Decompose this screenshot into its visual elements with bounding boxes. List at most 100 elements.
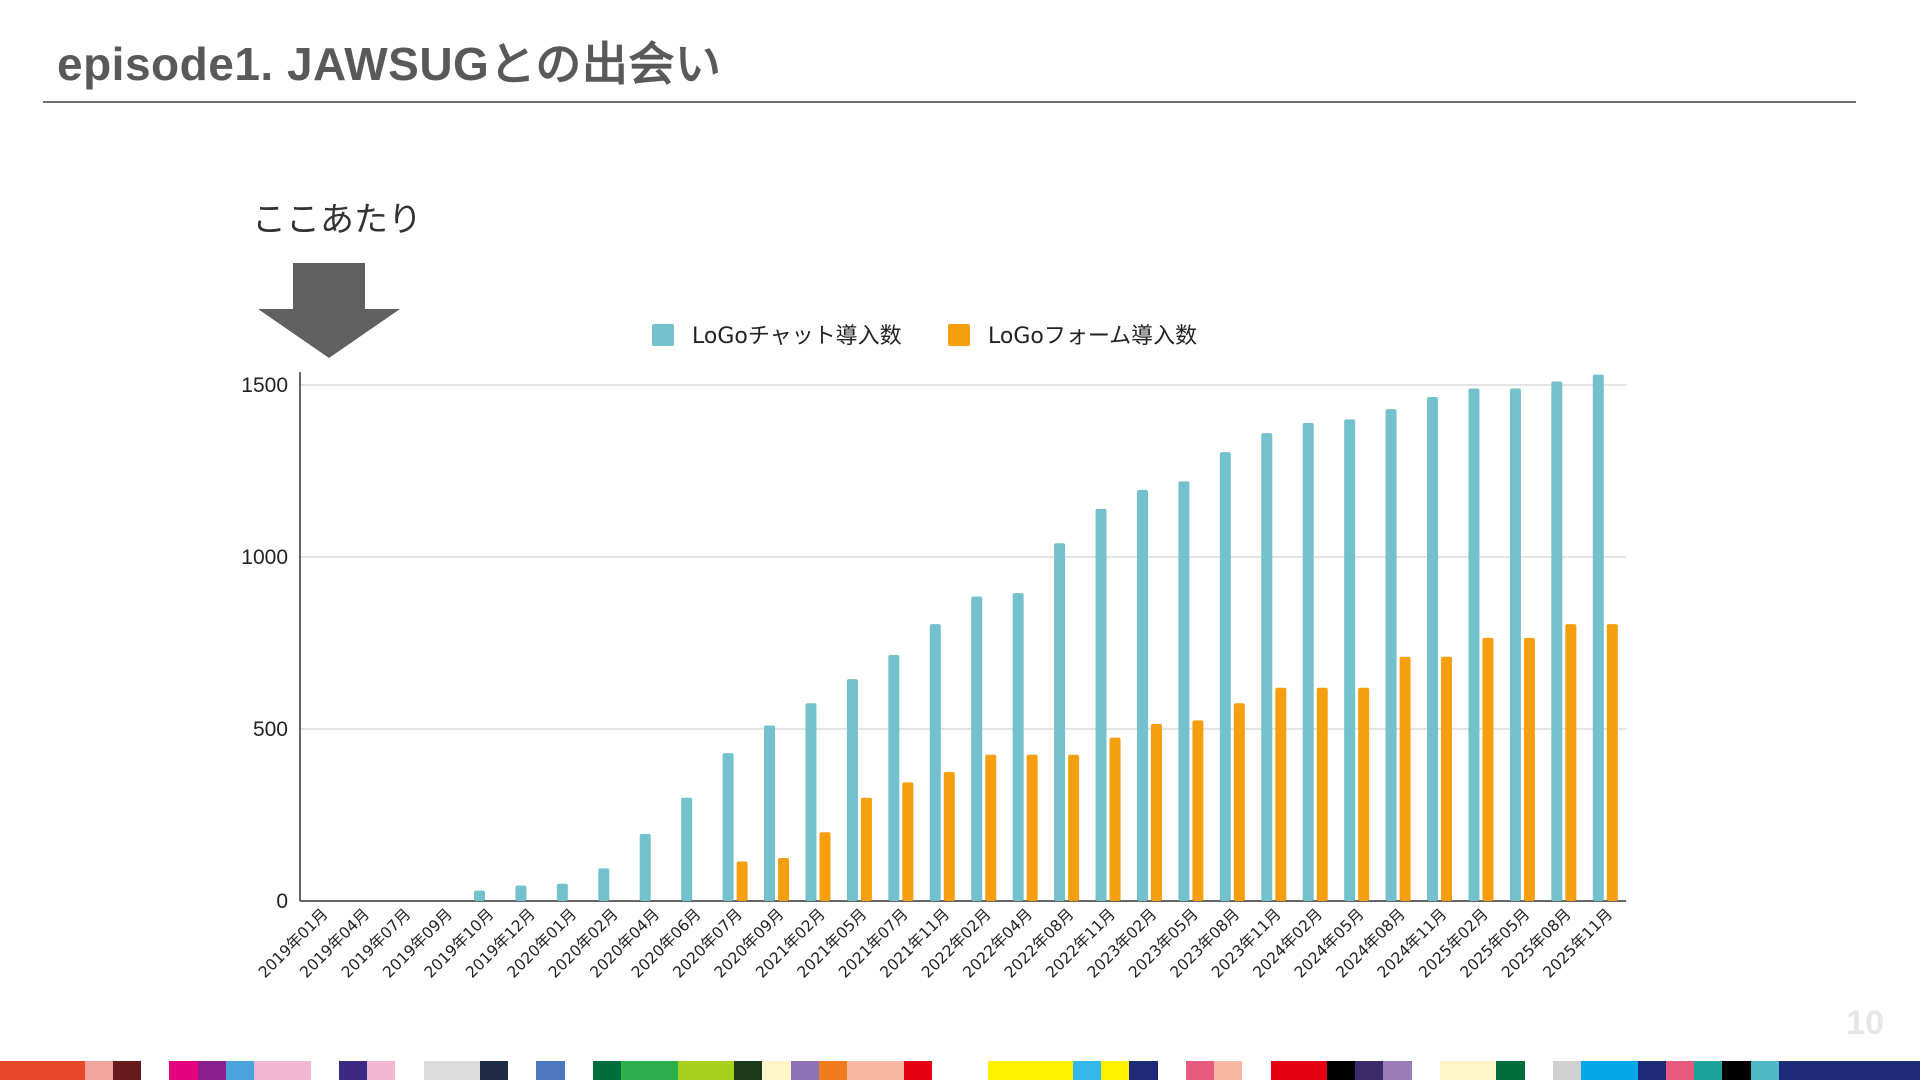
color-block bbox=[338, 1061, 368, 1080]
legend-swatch bbox=[948, 324, 970, 346]
page-number: 10 bbox=[1846, 1004, 1884, 1042]
bar-form bbox=[1316, 687, 1328, 901]
y-tick-label: 0 bbox=[276, 890, 288, 913]
color-block bbox=[197, 1061, 226, 1080]
color-block bbox=[1185, 1061, 1215, 1080]
bar-form bbox=[985, 754, 997, 901]
bar-chat bbox=[1095, 508, 1107, 901]
color-block bbox=[790, 1061, 819, 1080]
bar-chat bbox=[1219, 452, 1231, 901]
color-block bbox=[451, 1061, 480, 1080]
color-block bbox=[0, 1061, 29, 1080]
bar-form bbox=[1441, 656, 1453, 901]
color-block bbox=[225, 1061, 255, 1080]
color-block bbox=[1439, 1061, 1469, 1080]
color-block bbox=[423, 1061, 452, 1080]
bar-form bbox=[1606, 624, 1618, 901]
color-block bbox=[1665, 1061, 1695, 1080]
color-block bbox=[818, 1061, 848, 1080]
bar-chat bbox=[888, 655, 900, 901]
color-block bbox=[1411, 1061, 1440, 1080]
bar-form bbox=[1150, 723, 1162, 901]
bar-chat bbox=[722, 753, 734, 901]
title-divider bbox=[43, 101, 1856, 103]
bar-chat bbox=[1302, 422, 1314, 901]
color-block bbox=[1327, 1061, 1356, 1080]
color-block bbox=[1891, 1061, 1920, 1080]
bar-chat bbox=[929, 624, 941, 901]
color-block bbox=[847, 1061, 876, 1080]
color-block bbox=[479, 1061, 509, 1080]
bar-form bbox=[902, 782, 914, 901]
bar-chat bbox=[1551, 381, 1563, 901]
bar-chat bbox=[971, 596, 983, 901]
legend-swatch bbox=[652, 324, 674, 346]
bar-form bbox=[943, 772, 955, 901]
color-block bbox=[959, 1061, 989, 1080]
color-block bbox=[1778, 1061, 1807, 1080]
color-block bbox=[1581, 1061, 1610, 1080]
bar-form bbox=[1565, 624, 1577, 901]
color-block bbox=[28, 1061, 57, 1080]
bar-chat bbox=[1054, 543, 1066, 901]
color-block bbox=[1044, 1061, 1073, 1080]
bar-form bbox=[860, 797, 872, 901]
bar-chat bbox=[1261, 433, 1273, 901]
bar-chat bbox=[556, 883, 568, 901]
color-block bbox=[1072, 1061, 1102, 1080]
color-block bbox=[705, 1061, 735, 1080]
color-block bbox=[621, 1061, 650, 1080]
color-block bbox=[508, 1061, 537, 1080]
color-block bbox=[1552, 1061, 1582, 1080]
color-block bbox=[1355, 1061, 1384, 1080]
bar-form bbox=[1482, 637, 1494, 901]
color-block bbox=[1609, 1061, 1638, 1080]
color-block bbox=[1383, 1061, 1412, 1080]
annotation-label: ここあたり bbox=[252, 200, 422, 240]
bar-form bbox=[1275, 687, 1287, 901]
color-block bbox=[734, 1061, 763, 1080]
color-block bbox=[1157, 1061, 1186, 1080]
color-block bbox=[141, 1061, 170, 1080]
bar-chat bbox=[473, 890, 485, 901]
bar-chat bbox=[1592, 374, 1604, 901]
bar-chat bbox=[598, 868, 610, 901]
bar-chat bbox=[681, 797, 693, 901]
color-block bbox=[1298, 1061, 1328, 1080]
down-arrow-icon bbox=[258, 263, 400, 358]
chart-bars bbox=[473, 374, 1618, 901]
bar-chat bbox=[1468, 388, 1480, 901]
color-block bbox=[310, 1061, 339, 1080]
color-block bbox=[84, 1061, 113, 1080]
bar-chat bbox=[846, 679, 858, 901]
color-block bbox=[1016, 1061, 1045, 1080]
color-block bbox=[1101, 1061, 1130, 1080]
y-tick-label: 1500 bbox=[241, 374, 288, 397]
color-block bbox=[56, 1061, 85, 1080]
color-block bbox=[282, 1061, 311, 1080]
color-block bbox=[762, 1061, 791, 1080]
x-axis-ticks: 2019年01月2019年04月2019年07月2019年09月2019年10月… bbox=[255, 905, 1616, 981]
bar-chat bbox=[1427, 397, 1439, 901]
bar-chat bbox=[764, 725, 776, 901]
color-block bbox=[1722, 1061, 1751, 1080]
bar-form bbox=[1523, 637, 1535, 901]
color-block bbox=[903, 1061, 932, 1080]
color-block bbox=[1835, 1061, 1864, 1080]
bar-form bbox=[1233, 703, 1245, 901]
color-block bbox=[1270, 1061, 1299, 1080]
bar-chat bbox=[1136, 489, 1148, 901]
bar-form bbox=[1358, 687, 1370, 901]
color-block bbox=[1750, 1061, 1779, 1080]
color-block bbox=[169, 1061, 198, 1080]
color-block bbox=[1863, 1061, 1892, 1080]
color-block bbox=[1807, 1061, 1836, 1080]
color-block bbox=[564, 1061, 593, 1080]
color-block bbox=[875, 1061, 904, 1080]
bar-form bbox=[1026, 754, 1038, 901]
color-block bbox=[536, 1061, 565, 1080]
bar-chat bbox=[515, 885, 527, 901]
bar-chat bbox=[1509, 388, 1521, 901]
bar-form bbox=[736, 861, 748, 901]
legend-label: LoGoフォーム導入数 bbox=[988, 324, 1197, 349]
